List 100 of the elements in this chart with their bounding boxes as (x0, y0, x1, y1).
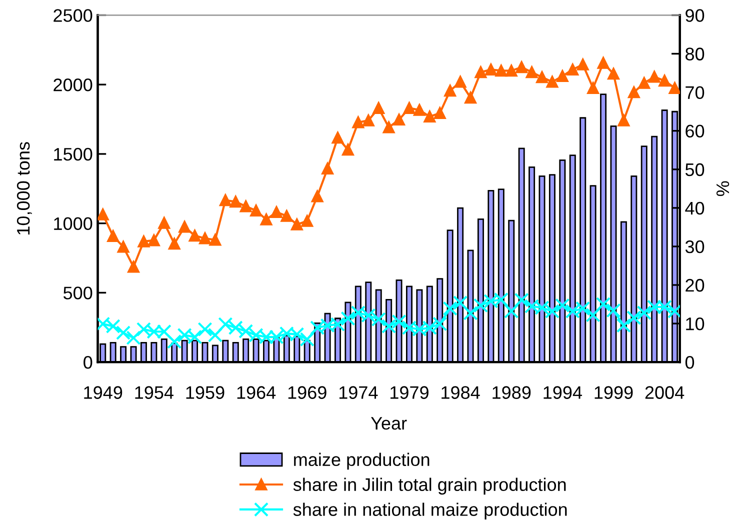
point (158, 217, 170, 229)
point (464, 92, 476, 104)
point (107, 230, 119, 242)
x-tick-label: 1984 (442, 386, 480, 399)
point (300, 332, 314, 347)
point (442, 301, 458, 316)
point (576, 58, 589, 70)
point (638, 77, 650, 89)
point (474, 66, 487, 78)
point (392, 314, 406, 329)
point (280, 210, 293, 222)
point (505, 64, 518, 77)
point (454, 76, 466, 88)
point (536, 71, 548, 84)
point (98, 208, 109, 220)
point (240, 200, 252, 212)
legend-label: maize production (294, 452, 430, 470)
point (485, 64, 497, 76)
point (167, 334, 182, 349)
point (340, 311, 356, 326)
point (586, 308, 600, 322)
point (628, 86, 640, 98)
y2-tick-label: 10 (686, 317, 704, 330)
point (526, 66, 538, 78)
point (188, 230, 201, 242)
y2-tick-label: 30 (685, 240, 704, 254)
point (168, 238, 180, 250)
point (382, 121, 395, 134)
point (566, 64, 579, 76)
point (230, 196, 242, 208)
point (596, 296, 611, 312)
x-tick-label: 1949 (84, 386, 122, 399)
legend-label: share in national maize production (293, 502, 567, 520)
y2-tick-label: 50 (685, 163, 704, 176)
y-tick-label: 1000 (54, 217, 92, 230)
point (544, 304, 560, 318)
y2-tick-label: 80 (686, 48, 704, 60)
point (220, 194, 232, 206)
y2-tick-label: 60 (686, 124, 704, 138)
x-axis-title: Year (370, 417, 407, 430)
point (218, 317, 233, 332)
point (432, 316, 448, 332)
y2-tick-label: 0 (685, 356, 694, 369)
x-tick-label: 1994 (544, 386, 582, 399)
y-tick-label: 500 (63, 286, 92, 300)
point (546, 76, 558, 88)
point (616, 318, 631, 333)
point (116, 325, 131, 340)
point (209, 234, 222, 246)
point (463, 306, 478, 320)
x-tick-label: 1999 (594, 386, 633, 399)
point (618, 114, 630, 126)
point (608, 68, 620, 80)
x-tick-label: 1989 (492, 386, 531, 399)
y-axis-title: 10,000 tons (16, 142, 32, 234)
point (270, 206, 282, 218)
point (250, 204, 262, 217)
x-tick-label: 1969 (288, 386, 326, 399)
point (260, 214, 272, 226)
x-tick-label: 2004 (645, 386, 684, 399)
point (290, 218, 303, 230)
point (342, 144, 354, 156)
point (352, 116, 364, 128)
y2-tick-label: 90 (686, 9, 704, 22)
point (372, 102, 385, 114)
point (636, 305, 652, 320)
point (393, 114, 405, 126)
point (117, 240, 130, 253)
point (414, 104, 426, 116)
point (371, 312, 386, 327)
point (516, 61, 528, 74)
point (556, 70, 568, 82)
point (332, 132, 344, 144)
point (597, 57, 610, 69)
point (555, 298, 570, 313)
point (126, 330, 141, 346)
point (434, 107, 446, 119)
point (648, 70, 660, 83)
point (403, 102, 416, 114)
point (453, 295, 468, 310)
point (311, 190, 324, 202)
point (424, 110, 436, 122)
point (514, 292, 529, 308)
x-tick-label: 1954 (135, 386, 174, 399)
legend-label: share in Jilin total grain production (293, 478, 566, 495)
x-tick-label: 1964 (237, 386, 276, 399)
point (362, 114, 374, 126)
y-tick-label: 1500 (54, 148, 92, 161)
point (606, 303, 621, 318)
point (658, 74, 670, 87)
point (178, 220, 190, 233)
point (444, 84, 456, 97)
y2-tick-label: 20 (686, 278, 704, 292)
point (208, 328, 222, 342)
point (301, 215, 314, 227)
point (504, 304, 519, 318)
point (626, 310, 642, 326)
point (238, 324, 254, 339)
y-tick-label: 2000 (54, 78, 92, 92)
x-tick-label: 1959 (186, 386, 224, 399)
